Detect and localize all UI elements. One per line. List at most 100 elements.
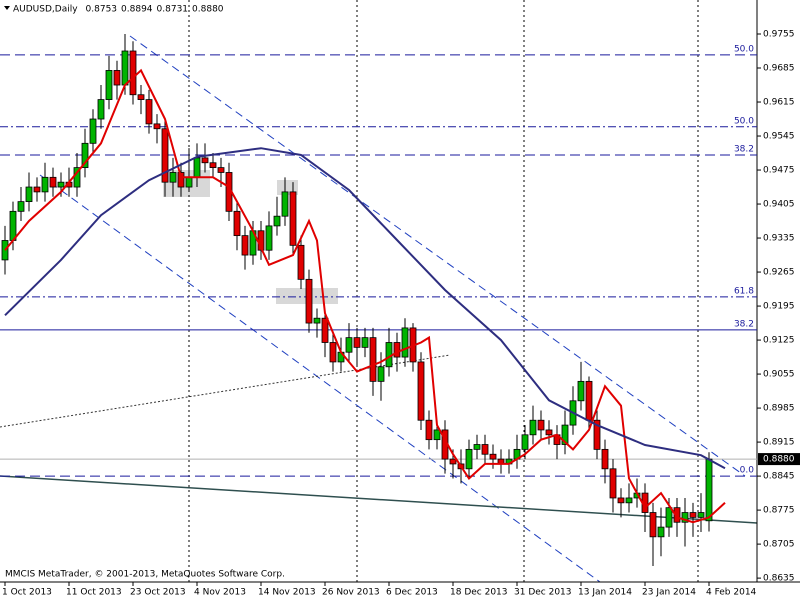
x-tick-label: 18 Dec 2013 xyxy=(450,588,508,598)
x-tick-label: 23 Jan 2014 xyxy=(642,588,696,598)
fibo-level-label: 38.2 xyxy=(734,144,754,154)
candle-body xyxy=(401,327,409,358)
fibo-level-label: 50.0 xyxy=(734,116,754,126)
candle-body xyxy=(593,419,601,450)
candle-body xyxy=(449,458,457,465)
candle-body xyxy=(681,512,689,523)
y-tick-label: 0.8705 xyxy=(763,540,795,550)
candle-body xyxy=(417,361,425,421)
header-arrow xyxy=(4,6,10,10)
x-tick-label: 1 Oct 2013 xyxy=(2,588,52,598)
candle-body xyxy=(377,366,385,382)
candle-body xyxy=(177,172,185,188)
fibo-level-label: 0.0 xyxy=(740,466,755,476)
header-symbol: AUDUSD,Daily xyxy=(13,5,78,15)
candle-body xyxy=(521,434,529,450)
candle-body xyxy=(17,201,25,212)
candle-body xyxy=(601,448,609,470)
x-tick-label: 13 Jan 2014 xyxy=(578,588,632,598)
candle-body xyxy=(41,176,49,193)
candle-body xyxy=(561,424,569,445)
header-value: 0.8753 xyxy=(86,5,118,15)
candle-body xyxy=(689,512,697,518)
candle-body xyxy=(193,157,201,178)
candle-body xyxy=(217,167,225,173)
candle-body xyxy=(353,337,361,348)
channel-line xyxy=(39,174,601,583)
x-tick-label: 23 Oct 2013 xyxy=(130,588,186,598)
candle-body xyxy=(201,157,209,164)
trend-line xyxy=(0,475,758,524)
candle-body xyxy=(161,128,169,183)
price-label: 0.8880 xyxy=(763,455,795,465)
x-tick-label: 4 Nov 2013 xyxy=(194,588,246,598)
x-tick-label: 31 Dec 2013 xyxy=(514,588,572,598)
y-tick-label: 0.9685 xyxy=(763,64,795,74)
candle-body xyxy=(705,458,713,522)
x-tick-label: 26 Nov 2013 xyxy=(322,588,380,598)
channel-line xyxy=(129,35,746,477)
candle-body xyxy=(129,50,137,96)
moving-average xyxy=(4,68,726,524)
candle-body xyxy=(609,468,617,499)
candle-body xyxy=(425,419,433,441)
header-value: 0.8894 xyxy=(121,5,153,15)
y-tick-label: 0.9195 xyxy=(763,302,795,312)
candle-body xyxy=(321,317,329,343)
x-tick-label: 14 Nov 2013 xyxy=(258,588,316,598)
candle-body xyxy=(121,50,129,86)
y-tick-label: 0.8845 xyxy=(763,472,795,482)
candle-body xyxy=(185,176,193,188)
candle-body xyxy=(33,186,41,193)
y-tick-label: 0.9755 xyxy=(763,30,795,40)
y-tick-label: 0.9265 xyxy=(763,268,795,278)
candle-body xyxy=(233,210,241,237)
candle-body xyxy=(289,191,297,246)
candle-body xyxy=(313,317,321,324)
header-value: 0.8731 xyxy=(157,5,189,15)
y-tick-label: 0.9545 xyxy=(763,132,795,142)
fibo-level-label: 38.2 xyxy=(734,319,754,329)
y-tick-label: 0.9475 xyxy=(763,166,795,176)
y-tick-label: 0.8985 xyxy=(763,404,795,414)
candle-body xyxy=(625,497,633,504)
candle-body xyxy=(489,453,497,460)
candle-body xyxy=(25,186,33,203)
candle-body xyxy=(281,191,289,217)
y-tick-label: 0.9615 xyxy=(763,98,795,108)
price-label-box xyxy=(758,453,800,466)
drawing-objects xyxy=(0,0,758,583)
candle-body xyxy=(529,419,537,436)
candle-body xyxy=(329,342,337,363)
candle-body xyxy=(657,526,665,538)
candle-body xyxy=(545,429,553,436)
candle-body xyxy=(473,444,481,450)
candle-body xyxy=(145,99,153,125)
candle-body xyxy=(153,123,161,130)
y-tick-label: 0.9055 xyxy=(763,370,795,380)
candle-body xyxy=(97,99,105,120)
header-value: 0.8880 xyxy=(192,5,224,15)
candle-body xyxy=(113,70,121,86)
candle-body xyxy=(265,225,273,251)
candle-body xyxy=(81,142,89,169)
candle-body xyxy=(585,380,593,421)
y-tick-label: 0.8775 xyxy=(763,506,795,516)
y-tick-label: 0.8635 xyxy=(763,574,795,584)
y-tick-label: 0.9405 xyxy=(763,200,795,210)
candle-body xyxy=(617,497,625,504)
candle-body xyxy=(297,244,305,280)
y-tick-label: 0.9335 xyxy=(763,234,795,244)
candle-body xyxy=(209,162,217,169)
candle-body xyxy=(369,337,377,382)
candle-body xyxy=(649,512,657,538)
candle-body xyxy=(137,94,145,100)
moving-average xyxy=(4,147,726,470)
candle-body xyxy=(273,215,281,227)
candle-body xyxy=(345,337,353,353)
fibo-level-label: 50.0 xyxy=(734,44,754,54)
x-tick-label: 6 Dec 2013 xyxy=(386,588,438,598)
x-tick-label: 11 Oct 2013 xyxy=(66,588,122,598)
candle-body xyxy=(537,419,545,431)
